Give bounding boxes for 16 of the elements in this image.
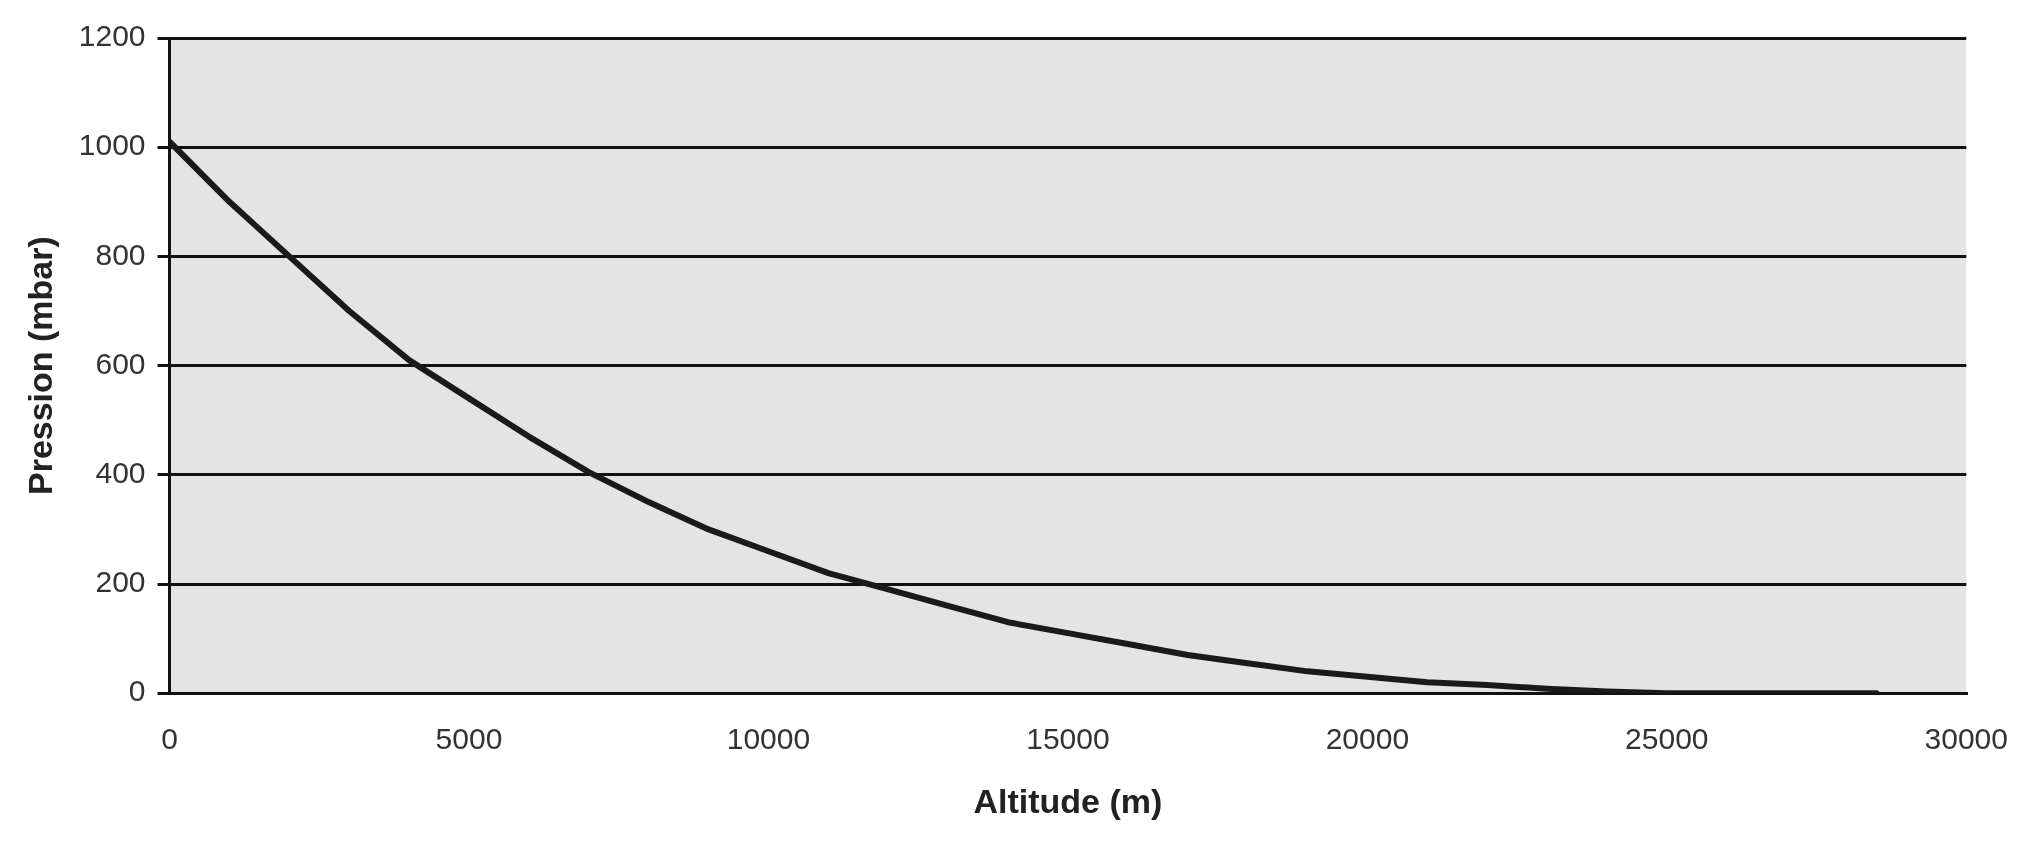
x-tick-label: 0 [161, 722, 178, 756]
y-tick-label: 200 [95, 565, 146, 599]
x-tick-label: 10000 [726, 722, 811, 756]
x-tick-label: 25000 [1625, 722, 1709, 756]
y-tick-label: 800 [95, 237, 146, 271]
y-axis-title: Pression (mbar) [20, 236, 59, 496]
x-tick-label: 20000 [1325, 722, 1410, 756]
x-tick-label: 15000 [1026, 722, 1110, 756]
x-tick-label: 30000 [1924, 722, 2009, 756]
y-tick-label: 1200 [78, 19, 146, 53]
y-tick-label: 600 [95, 346, 146, 380]
x-tick-label: 5000 [435, 722, 503, 756]
y-tick-label: 1000 [78, 128, 146, 162]
y-tick-label: 0 [128, 674, 146, 708]
x-axis-title: Altitude (m) [973, 781, 1163, 820]
y-tick-label: 400 [95, 456, 146, 490]
